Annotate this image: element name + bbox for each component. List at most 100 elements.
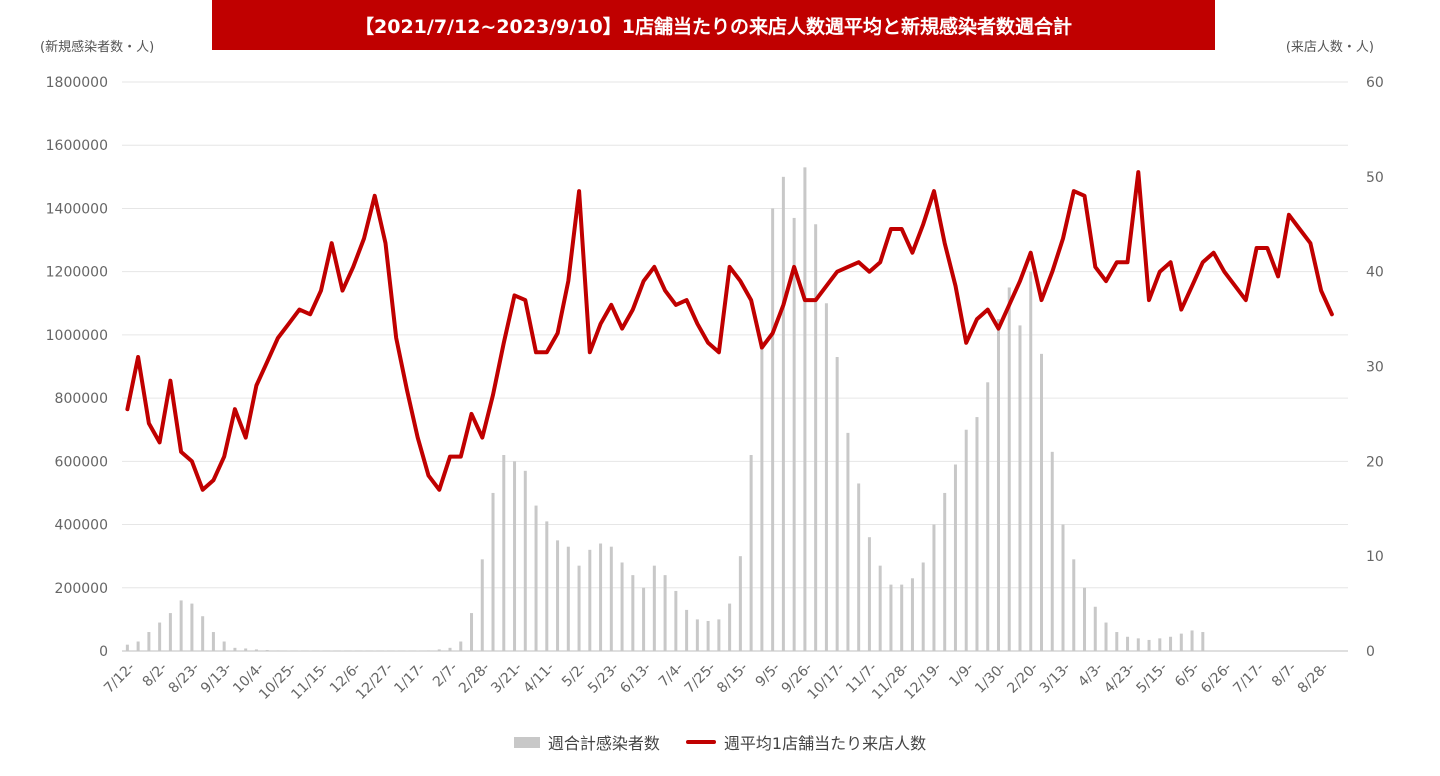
gridlines (122, 81, 1348, 652)
left-tick-label: 1200000 (46, 265, 108, 281)
bar (771, 208, 775, 651)
bar (254, 649, 258, 651)
left-tick-label: 800000 (55, 391, 108, 407)
bar (147, 632, 151, 651)
bar (792, 217, 796, 651)
bar (878, 565, 882, 651)
bar (728, 603, 732, 651)
legend-label-cases: 週合計感染者数 (547, 734, 660, 753)
x-tick-label: 4/23- (1101, 660, 1138, 697)
x-tick-label: 1/30- (972, 660, 1009, 697)
bar (986, 382, 990, 651)
right-tick-label: 0 (1366, 644, 1375, 660)
bar (835, 357, 839, 651)
bar (534, 505, 538, 651)
bar (814, 224, 818, 651)
bar (599, 543, 603, 651)
bar (706, 620, 710, 651)
bar (900, 584, 904, 651)
x-tick-label: 7/12- (101, 660, 138, 697)
bar (932, 524, 936, 651)
bar (1190, 630, 1194, 651)
bar (1072, 559, 1076, 651)
bar (1007, 287, 1011, 651)
bar (857, 483, 861, 651)
left-tick-label: 1600000 (46, 138, 108, 154)
bar (803, 167, 807, 651)
legend-item-visitors: 週平均1店舗当たり来店人数 (685, 730, 927, 754)
bar (996, 319, 1000, 651)
x-tick-label: 8/23- (166, 660, 203, 697)
x-tick-label: 4/11- (521, 660, 558, 697)
bar (577, 565, 581, 651)
x-tick-label: 8/15- (714, 660, 751, 697)
bar-series (125, 167, 1205, 652)
x-tick-label: 6/13- (617, 660, 654, 697)
legend-item-cases: 週合計感染者数 (513, 730, 660, 754)
bar (749, 455, 753, 651)
legend-swatch-line (685, 740, 716, 744)
x-tick-label: 10/17- (805, 660, 848, 703)
right-tick-label: 30 (1366, 360, 1384, 376)
bar (513, 461, 517, 651)
bar (663, 575, 667, 651)
bar (846, 432, 850, 651)
legend: 週合計感染者数 週平均1店舗当たり来店人数 (0, 730, 1440, 754)
bar (910, 578, 914, 651)
bar (276, 650, 280, 651)
left-tick-label: 0 (99, 644, 108, 660)
right-tick-label: 60 (1366, 75, 1384, 91)
bar (566, 546, 570, 651)
bar (459, 641, 463, 651)
bar (620, 562, 624, 651)
left-tick-label: 600000 (55, 454, 108, 470)
x-tick-label: 12/27- (353, 660, 396, 703)
left-tick-label: 1800000 (46, 75, 108, 91)
bar (889, 584, 893, 651)
x-tick-label: 2/20- (1004, 660, 1041, 697)
right-tick-label: 50 (1366, 170, 1384, 186)
bar (1147, 639, 1151, 651)
x-tick-label: 6/26- (1198, 660, 1235, 697)
bar (867, 537, 871, 651)
bar (179, 600, 183, 651)
right-tick-label: 20 (1366, 454, 1384, 470)
bar (943, 492, 947, 651)
bar (427, 650, 430, 651)
x-tick-label: 5/23- (585, 660, 622, 697)
bar (631, 575, 635, 651)
series-line (125, 170, 1334, 492)
bar (964, 429, 968, 651)
bar (136, 641, 140, 651)
x-tick-label: 8/28- (1295, 660, 1332, 697)
x-tick-label: 7/25- (682, 660, 719, 697)
bar (1158, 638, 1162, 651)
bar (1040, 353, 1043, 651)
x-tick-label: 3/13- (1037, 660, 1074, 697)
bar (233, 647, 237, 651)
left-tick-label: 200000 (55, 581, 108, 597)
bar (781, 176, 785, 652)
x-tick-label: 9/13- (198, 660, 235, 697)
bar (1029, 271, 1033, 651)
bar (953, 464, 957, 651)
bar (1018, 325, 1022, 651)
bar (1083, 587, 1087, 651)
bar (588, 549, 592, 651)
bar (674, 590, 678, 651)
bar (1104, 622, 1108, 651)
bar (1201, 632, 1205, 651)
bar (1179, 633, 1183, 651)
legend-label-visitors: 週平均1店舗当たり来店人数 (723, 734, 927, 753)
left-tick-label: 1000000 (46, 328, 108, 344)
bar (1169, 636, 1173, 651)
bar (211, 632, 215, 651)
right-tick-label: 40 (1366, 265, 1384, 281)
x-axis-ticks: 7/12- 8/2-8/23-9/13-10/4-10/25-11/15-12/6… (101, 660, 1332, 703)
left-axis-unit-label: (新規感染者数・人) (40, 40, 155, 55)
bar (125, 644, 129, 651)
bar (760, 341, 764, 651)
bar (158, 622, 162, 651)
legend-swatch-bar (513, 736, 540, 748)
